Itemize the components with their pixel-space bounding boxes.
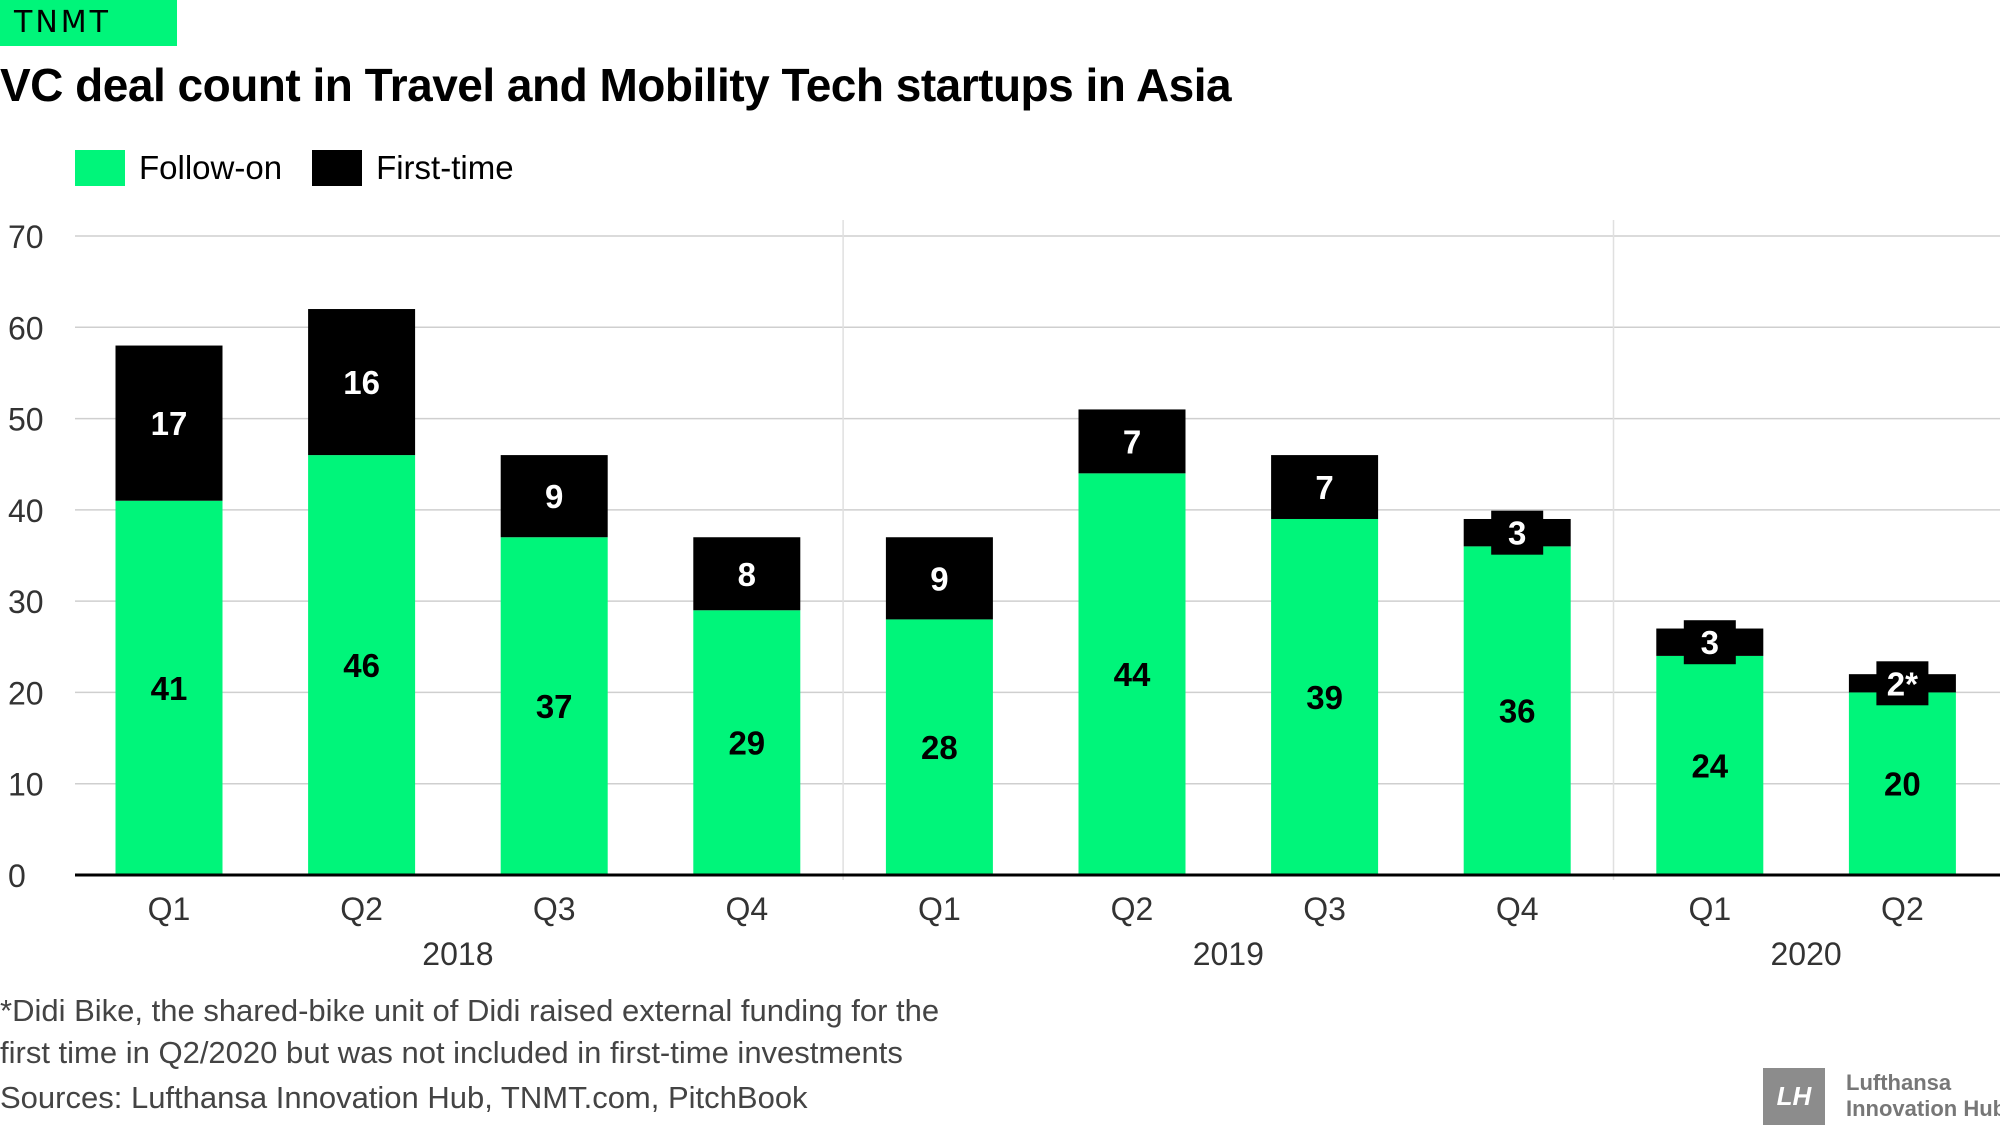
y-tick-label-70: 70 — [8, 219, 44, 255]
x-tick-label-6: Q3 — [1303, 891, 1346, 927]
bar-follow-on-6 — [1271, 518, 1379, 875]
value-label-follow-on-7: 36 — [1499, 693, 1536, 730]
bar-first-time-4 — [885, 537, 993, 620]
value-label-follow-on-5: 44 — [1114, 656, 1151, 693]
footnote: *Didi Bike, the shared-bike unit of Didi… — [0, 990, 939, 1074]
value-label-follow-on-0: 41 — [151, 670, 188, 707]
x-tick-label-1: Q2 — [340, 891, 383, 927]
bar-first-time-3 — [693, 537, 801, 611]
value-label-first-time-3: 8 — [738, 556, 756, 593]
legend-label-first-time: First-time — [376, 149, 514, 186]
bar-follow-on-5 — [1078, 473, 1186, 875]
year-label-2020: 2020 — [1771, 936, 1842, 972]
x-tick-label-0: Q1 — [148, 891, 191, 927]
bar-follow-on-3 — [693, 610, 801, 875]
bar-follow-on-2 — [500, 537, 608, 875]
value-label-follow-on-1: 46 — [343, 647, 380, 684]
chart-title: VC deal count in Travel and Mobility Tec… — [0, 59, 1232, 111]
bar-follow-on-0 — [115, 500, 223, 875]
x-tick-label-3: Q4 — [725, 891, 768, 927]
x-tick-label-9: Q2 — [1881, 891, 1924, 927]
lufthansa-logo-text: Lufthansa Innovation Hub — [1846, 1070, 2000, 1122]
y-tick-label-0: 0 — [8, 858, 26, 894]
label-tab-first-time-8 — [1683, 620, 1736, 665]
value-label-first-time-0: 17 — [151, 405, 188, 442]
value-label-follow-on-4: 28 — [921, 729, 958, 766]
value-label-follow-on-2: 37 — [536, 688, 573, 725]
y-tick-label-30: 30 — [8, 584, 44, 620]
value-label-follow-on-3: 29 — [728, 725, 765, 762]
year-label-2018: 2018 — [422, 936, 493, 972]
x-tick-label-8: Q1 — [1688, 891, 1731, 927]
value-label-first-time-5: 7 — [1123, 423, 1141, 460]
bar-follow-on-4 — [885, 619, 993, 875]
legend-swatch-follow-on — [75, 150, 125, 186]
x-tick-label-7: Q4 — [1496, 891, 1539, 927]
brand-logo: TNMT — [0, 0, 177, 46]
value-label-follow-on-6: 39 — [1306, 679, 1343, 716]
legend-item-follow-on: Follow-on — [75, 149, 282, 187]
bar-first-time-2 — [500, 455, 608, 538]
y-tick-label-40: 40 — [8, 493, 44, 529]
value-label-first-time-4: 9 — [930, 560, 948, 597]
value-label-first-time-6: 7 — [1315, 469, 1333, 506]
footnote-line-1: *Didi Bike, the shared-bike unit of Didi… — [0, 993, 940, 1028]
value-label-first-time-1: 16 — [343, 364, 380, 401]
y-tick-label-50: 50 — [8, 402, 44, 438]
lufthansa-logo-mark: LH — [1763, 1068, 1825, 1125]
chart: 0102030405060704117Q14616Q2379Q3298Q4289… — [8, 219, 2000, 972]
value-label-first-time-8: 3 — [1701, 624, 1719, 661]
legend-swatch-first-time — [312, 150, 363, 186]
bar-follow-on-7 — [1463, 546, 1571, 875]
bar-first-time-0 — [115, 345, 223, 501]
label-tab-first-time-9 — [1876, 661, 1929, 706]
legend-label-follow-on: Follow-on — [139, 149, 283, 186]
y-tick-label-20: 20 — [8, 675, 44, 711]
bar-first-time-5 — [1078, 409, 1186, 474]
y-tick-label-10: 10 — [8, 767, 44, 803]
bar-follow-on-1 — [308, 455, 416, 875]
source-note: Sources: Lufthansa Innovation Hub, TNMT.… — [0, 1080, 808, 1115]
x-tick-label-5: Q2 — [1111, 891, 1154, 927]
value-label-follow-on-8: 24 — [1691, 747, 1728, 784]
bar-follow-on-8 — [1656, 655, 1764, 875]
value-label-follow-on-9: 20 — [1884, 766, 1921, 803]
legend-item-first-time: First-time — [312, 149, 514, 187]
bar-follow-on-9 — [1848, 692, 1956, 875]
label-tab-first-time-7 — [1491, 510, 1544, 555]
footnote-line-2: first time in Q2/2020 but was not includ… — [0, 1035, 903, 1070]
bar-first-time-1 — [308, 309, 416, 456]
logo-line-2: Innovation Hub — [1846, 1096, 2000, 1121]
bar-first-time-6 — [1271, 455, 1379, 519]
logo-line-1: Lufthansa — [1846, 1070, 1952, 1095]
year-label-2019: 2019 — [1193, 936, 1264, 972]
x-tick-label-4: Q1 — [918, 891, 961, 927]
value-label-first-time-7: 3 — [1508, 515, 1526, 552]
value-label-first-time-2: 9 — [545, 478, 563, 515]
legend: Follow-on First-time — [75, 148, 544, 188]
value-label-first-time-9: 2* — [1887, 665, 1918, 702]
y-tick-label-60: 60 — [8, 310, 44, 346]
x-tick-label-2: Q3 — [533, 891, 576, 927]
